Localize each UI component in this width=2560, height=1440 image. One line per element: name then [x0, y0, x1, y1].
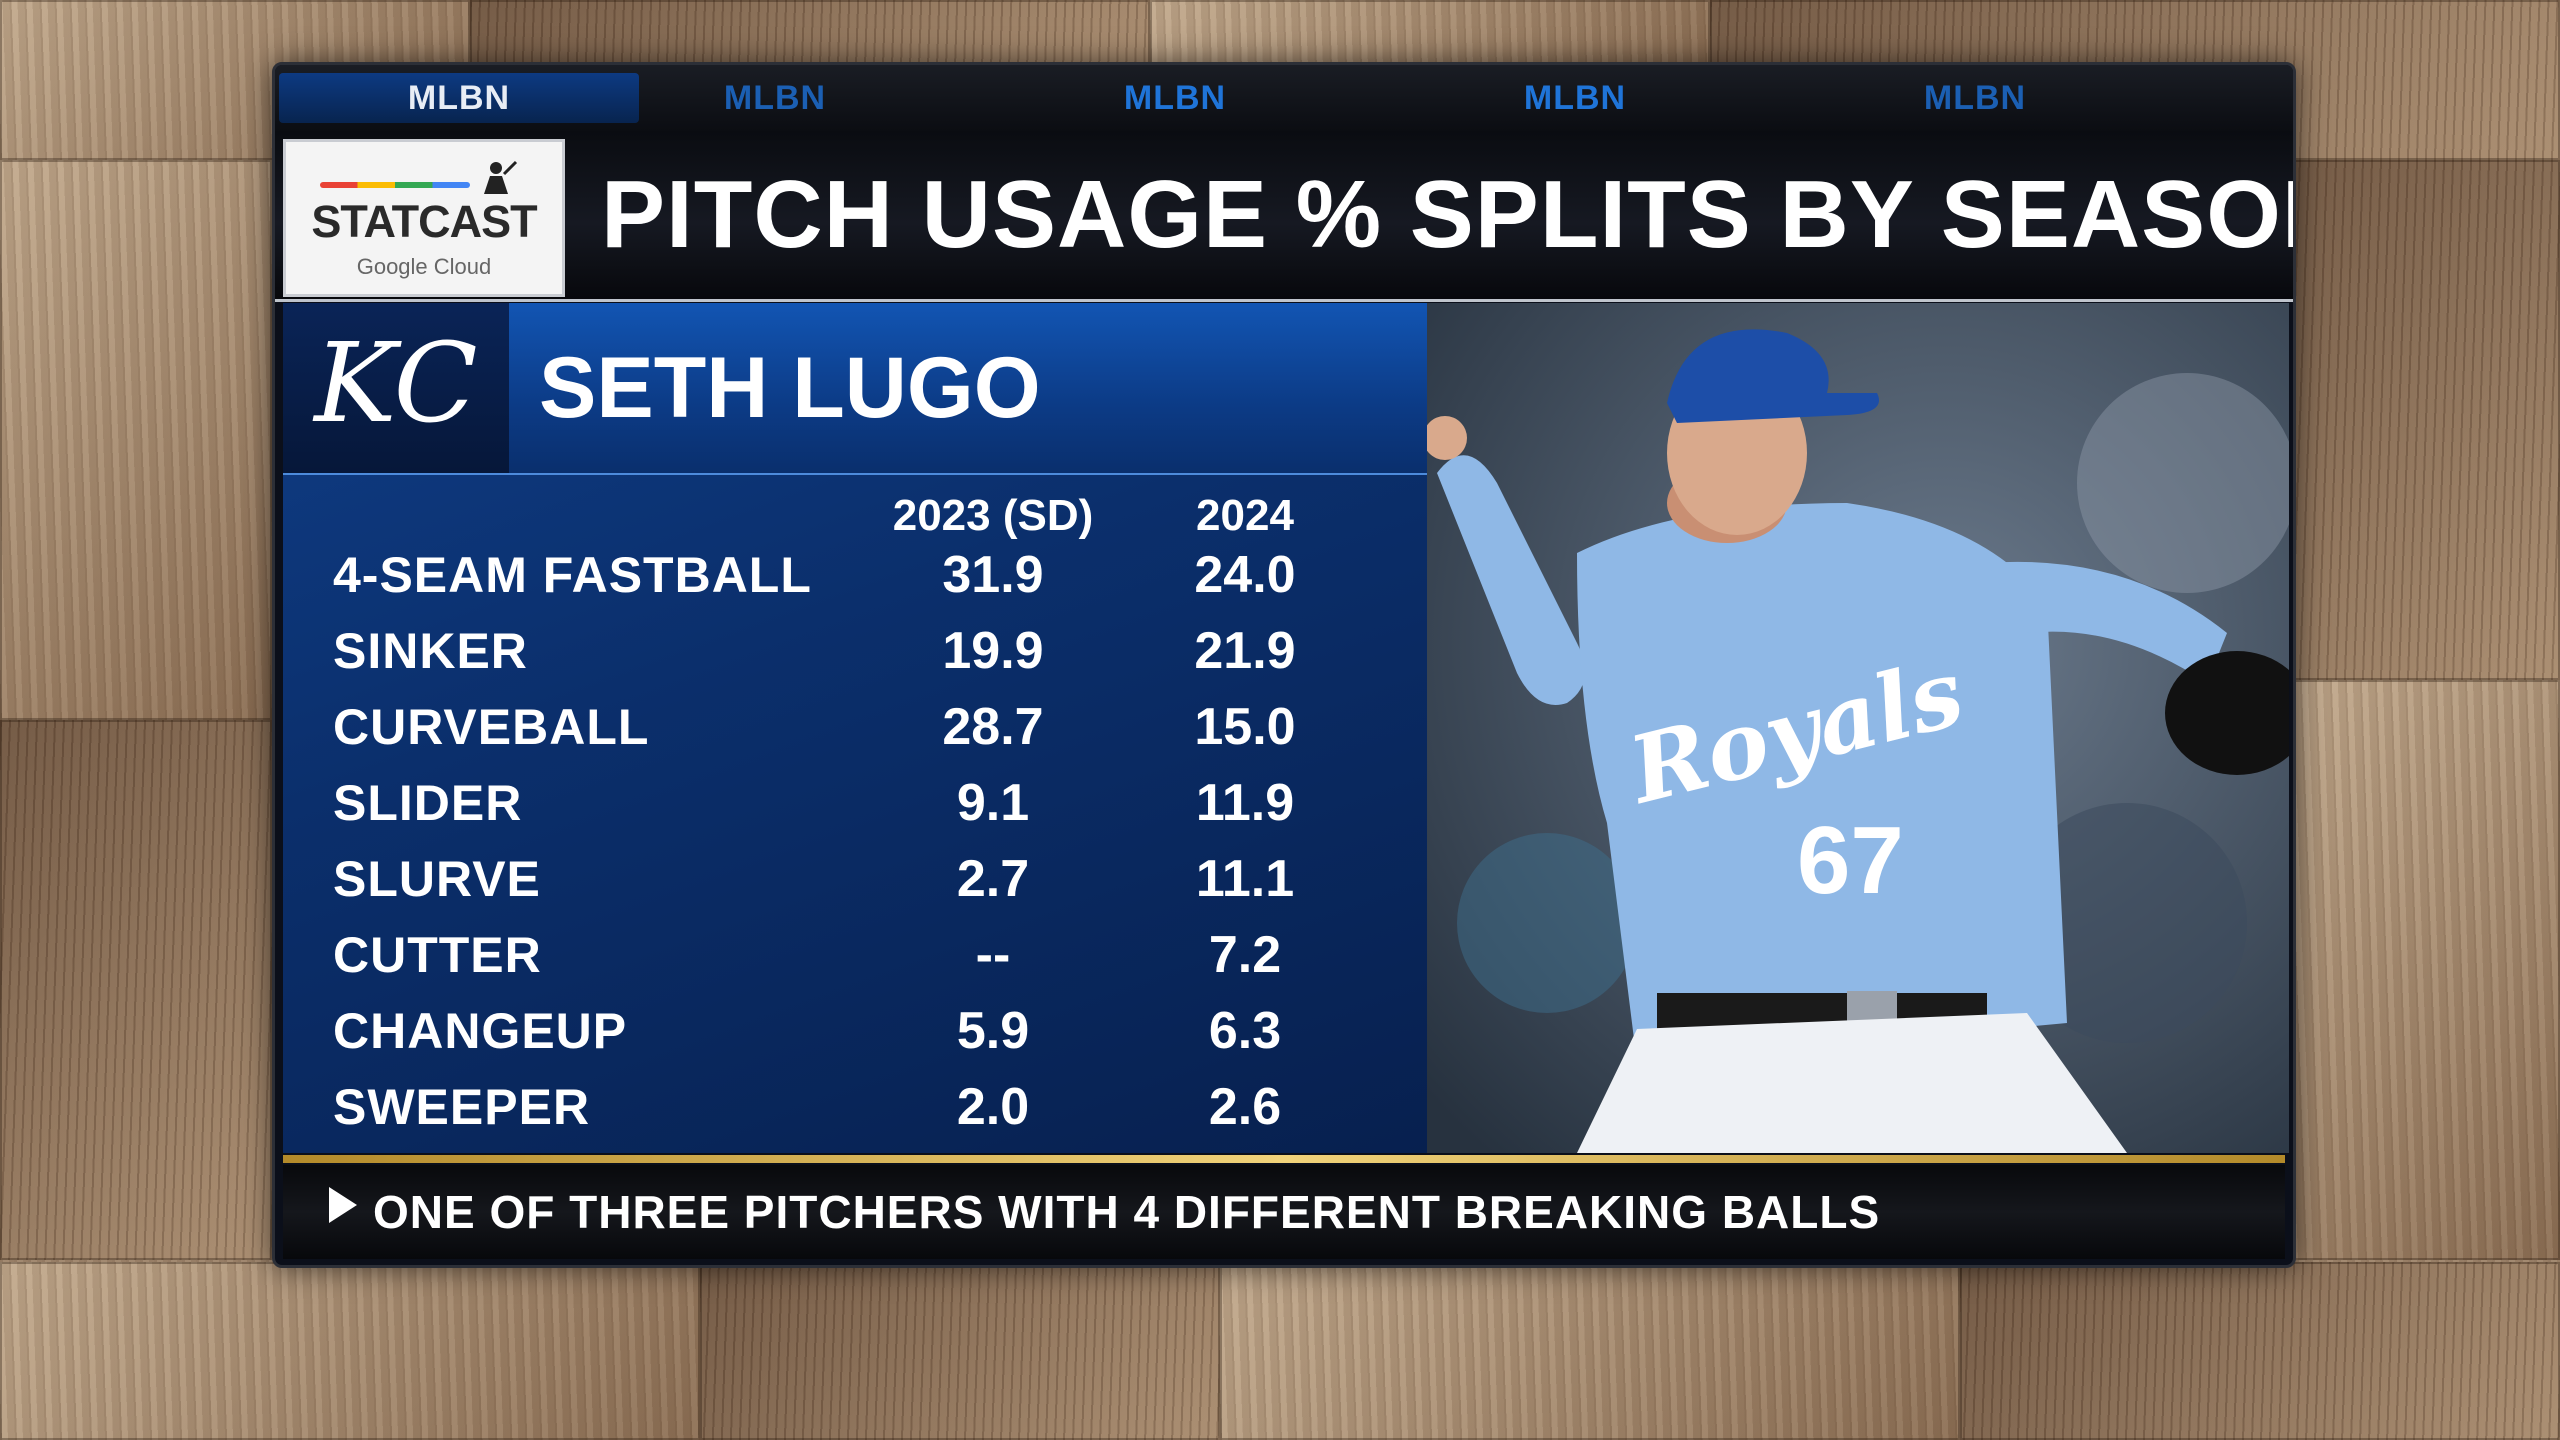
table-row: SINKER 19.9 21.9 [283, 613, 1427, 689]
usage-2023: 2.0 [956, 1078, 1030, 1136]
google-cloud-label: Google Cloud [356, 254, 492, 279]
wood-block [0, 160, 272, 720]
ticker-text: ONE OF THREE PITCHERS WITH 4 DIFFERENT B… [373, 1186, 1881, 1238]
mlbn-brand: MLBN [723, 78, 827, 117]
player-name: SETH LUGO [539, 340, 1041, 436]
usage-2024: 7.2 [1208, 926, 1282, 984]
usage-2023: 28.7 [942, 698, 1044, 756]
usage-2024: 21.9 [1194, 622, 1296, 680]
kc-logo-icon: KC [312, 319, 477, 447]
crowd-blur [2077, 373, 2289, 593]
stats-panel: KC SETH LUGO 2023 (SD) 2024 4-SEAM FASTB… [283, 303, 1427, 1153]
pitch-type: SINKER [333, 623, 528, 679]
crowd-blur [2007, 803, 2247, 1043]
usage-2024: 6.3 [1208, 1002, 1282, 1060]
cap [1667, 329, 1879, 423]
pitch-type: SLURVE [333, 851, 541, 907]
wood-block [1220, 1262, 1960, 1440]
usage-2023: 9.1 [956, 774, 1030, 832]
team-logo-box: KC [283, 303, 509, 473]
usage-2023: 19.9 [942, 622, 1044, 680]
usage-2024: 2.6 [1208, 1078, 1282, 1136]
mlbn-brand: MLBN [1523, 78, 1627, 117]
play-arrow-icon [329, 1187, 357, 1223]
usage-2024: 11.9 [1195, 774, 1295, 832]
pitch-type: SLIDER [333, 775, 523, 831]
table-row: CUTTER -- 7.2 [283, 917, 1427, 993]
title-bar: STATCAST Google Cloud PITCH USAGE % SPLI… [275, 131, 2293, 302]
pants [1577, 1013, 2127, 1153]
mlbn-brand: MLBN [1123, 78, 1227, 117]
kc-logo-text: KC [312, 319, 477, 447]
wood-block [1960, 1262, 2560, 1440]
wood-block [2290, 680, 2560, 1260]
gold-divider [283, 1155, 2285, 1163]
usage-2024: 15.0 [1194, 698, 1296, 756]
wood-block [0, 1262, 700, 1440]
jersey-number: 67 [1797, 807, 1904, 914]
column-header-2023: 2023 (SD) [892, 491, 1094, 540]
google-color-stripe [320, 182, 470, 188]
table-row: CHANGEUP 5.9 6.3 [283, 993, 1427, 1069]
graphic-title: PITCH USAGE % SPLITS BY SEASON [601, 161, 2296, 268]
glove-arm [1987, 561, 2227, 683]
table-row: CURVEBALL 28.7 15.0 [283, 689, 1427, 765]
table-row: 4-SEAM FASTBALL 31.9 24.0 [283, 537, 1427, 613]
brand-bar: MLBN MLBN MLBN MLBN MLBN [275, 65, 2293, 131]
wood-block [2290, 160, 2560, 680]
mlb-batter-icon [484, 160, 518, 194]
table-row: SLIDER 9.1 11.9 [283, 765, 1427, 841]
ticker-bar: ONE OF THREE PITCHERS WITH 4 DIFFERENT B… [283, 1165, 2285, 1259]
pitch-type: 4-SEAM FASTBALL [333, 547, 812, 603]
usage-2023: 31.9 [942, 546, 1044, 604]
usage-2023: 2.7 [956, 850, 1030, 908]
mlbn-brand: MLBN [1923, 78, 2027, 117]
mlbn-brand: MLBN [279, 73, 639, 123]
table-row: SLURVE 2.7 11.1 [283, 841, 1427, 917]
pitch-type: CURVEBALL [333, 699, 650, 755]
statcast-wordmark: STATCAST [311, 196, 537, 247]
statcast-logo: STATCAST Google Cloud [283, 139, 565, 297]
pitch-type: SWEEPER [333, 1079, 591, 1135]
glove [2165, 651, 2289, 775]
column-header-2024: 2024 [1196, 491, 1294, 540]
wood-block [0, 720, 272, 1260]
pitch-type: CHANGEUP [333, 1003, 628, 1059]
wood-block [700, 1262, 1220, 1440]
wood-block [1150, 0, 1710, 70]
crowd-blur [1457, 833, 1637, 1013]
pitcher-illustration: Royals 67 [1427, 303, 2289, 1153]
usage-2024: 24.0 [1194, 546, 1296, 604]
torso [1577, 503, 2067, 1063]
table-row: SWEEPER 2.0 2.6 [283, 1069, 1427, 1145]
usage-2023: 5.9 [956, 1002, 1030, 1060]
player-name-bar: KC SETH LUGO [283, 303, 1427, 475]
usage-2023: -- [975, 926, 1011, 984]
pitch-type: CUTTER [333, 927, 542, 983]
pitching-hand [1427, 416, 1467, 460]
graphic-board: MLBN MLBN MLBN MLBN MLBN STATCAST Google… [272, 62, 2296, 1268]
throwing-arm [1437, 455, 1585, 705]
usage-2024: 11.1 [1195, 850, 1295, 908]
player-photo: Royals 67 [1427, 303, 2289, 1153]
